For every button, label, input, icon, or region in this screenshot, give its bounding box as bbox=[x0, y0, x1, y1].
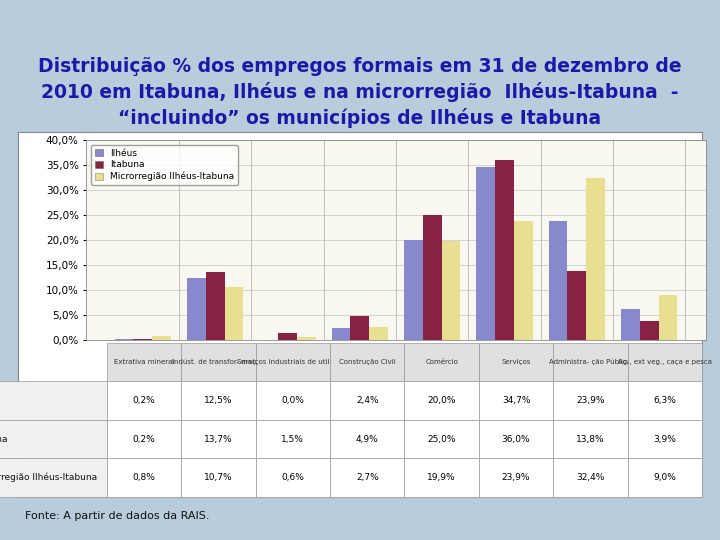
Bar bbox=[152, 336, 171, 340]
Text: Distribuição % dos empregos formais em 31 de dezembro de
2010 em Itabuna, Ilhéus: Distribuição % dos empregos formais em 3… bbox=[38, 57, 682, 129]
Bar bbox=[404, 240, 423, 340]
Bar bbox=[133, 339, 152, 340]
Bar bbox=[659, 295, 678, 340]
Bar bbox=[225, 287, 243, 340]
Bar bbox=[586, 178, 605, 340]
Bar bbox=[423, 215, 441, 340]
Bar bbox=[640, 321, 659, 340]
Bar bbox=[278, 333, 297, 340]
Bar bbox=[567, 271, 586, 340]
Bar bbox=[351, 316, 369, 340]
Text: Fonte: A partir de dados da RAIS.: Fonte: A partir de dados da RAIS. bbox=[25, 511, 210, 521]
Bar bbox=[549, 221, 567, 340]
Bar bbox=[621, 309, 640, 340]
Bar bbox=[187, 278, 206, 340]
Bar bbox=[206, 272, 225, 340]
Bar bbox=[297, 337, 315, 340]
Bar bbox=[495, 160, 514, 340]
Legend: Ilhéus, Itabuna, Microrregião Ilhéus-Itabuna: Ilhéus, Itabuna, Microrregião Ilhéus-Ita… bbox=[91, 145, 238, 185]
Bar bbox=[332, 328, 351, 340]
Bar bbox=[477, 167, 495, 340]
Bar bbox=[441, 241, 460, 340]
Bar bbox=[114, 339, 133, 340]
Bar bbox=[369, 327, 388, 340]
Bar bbox=[514, 221, 533, 340]
